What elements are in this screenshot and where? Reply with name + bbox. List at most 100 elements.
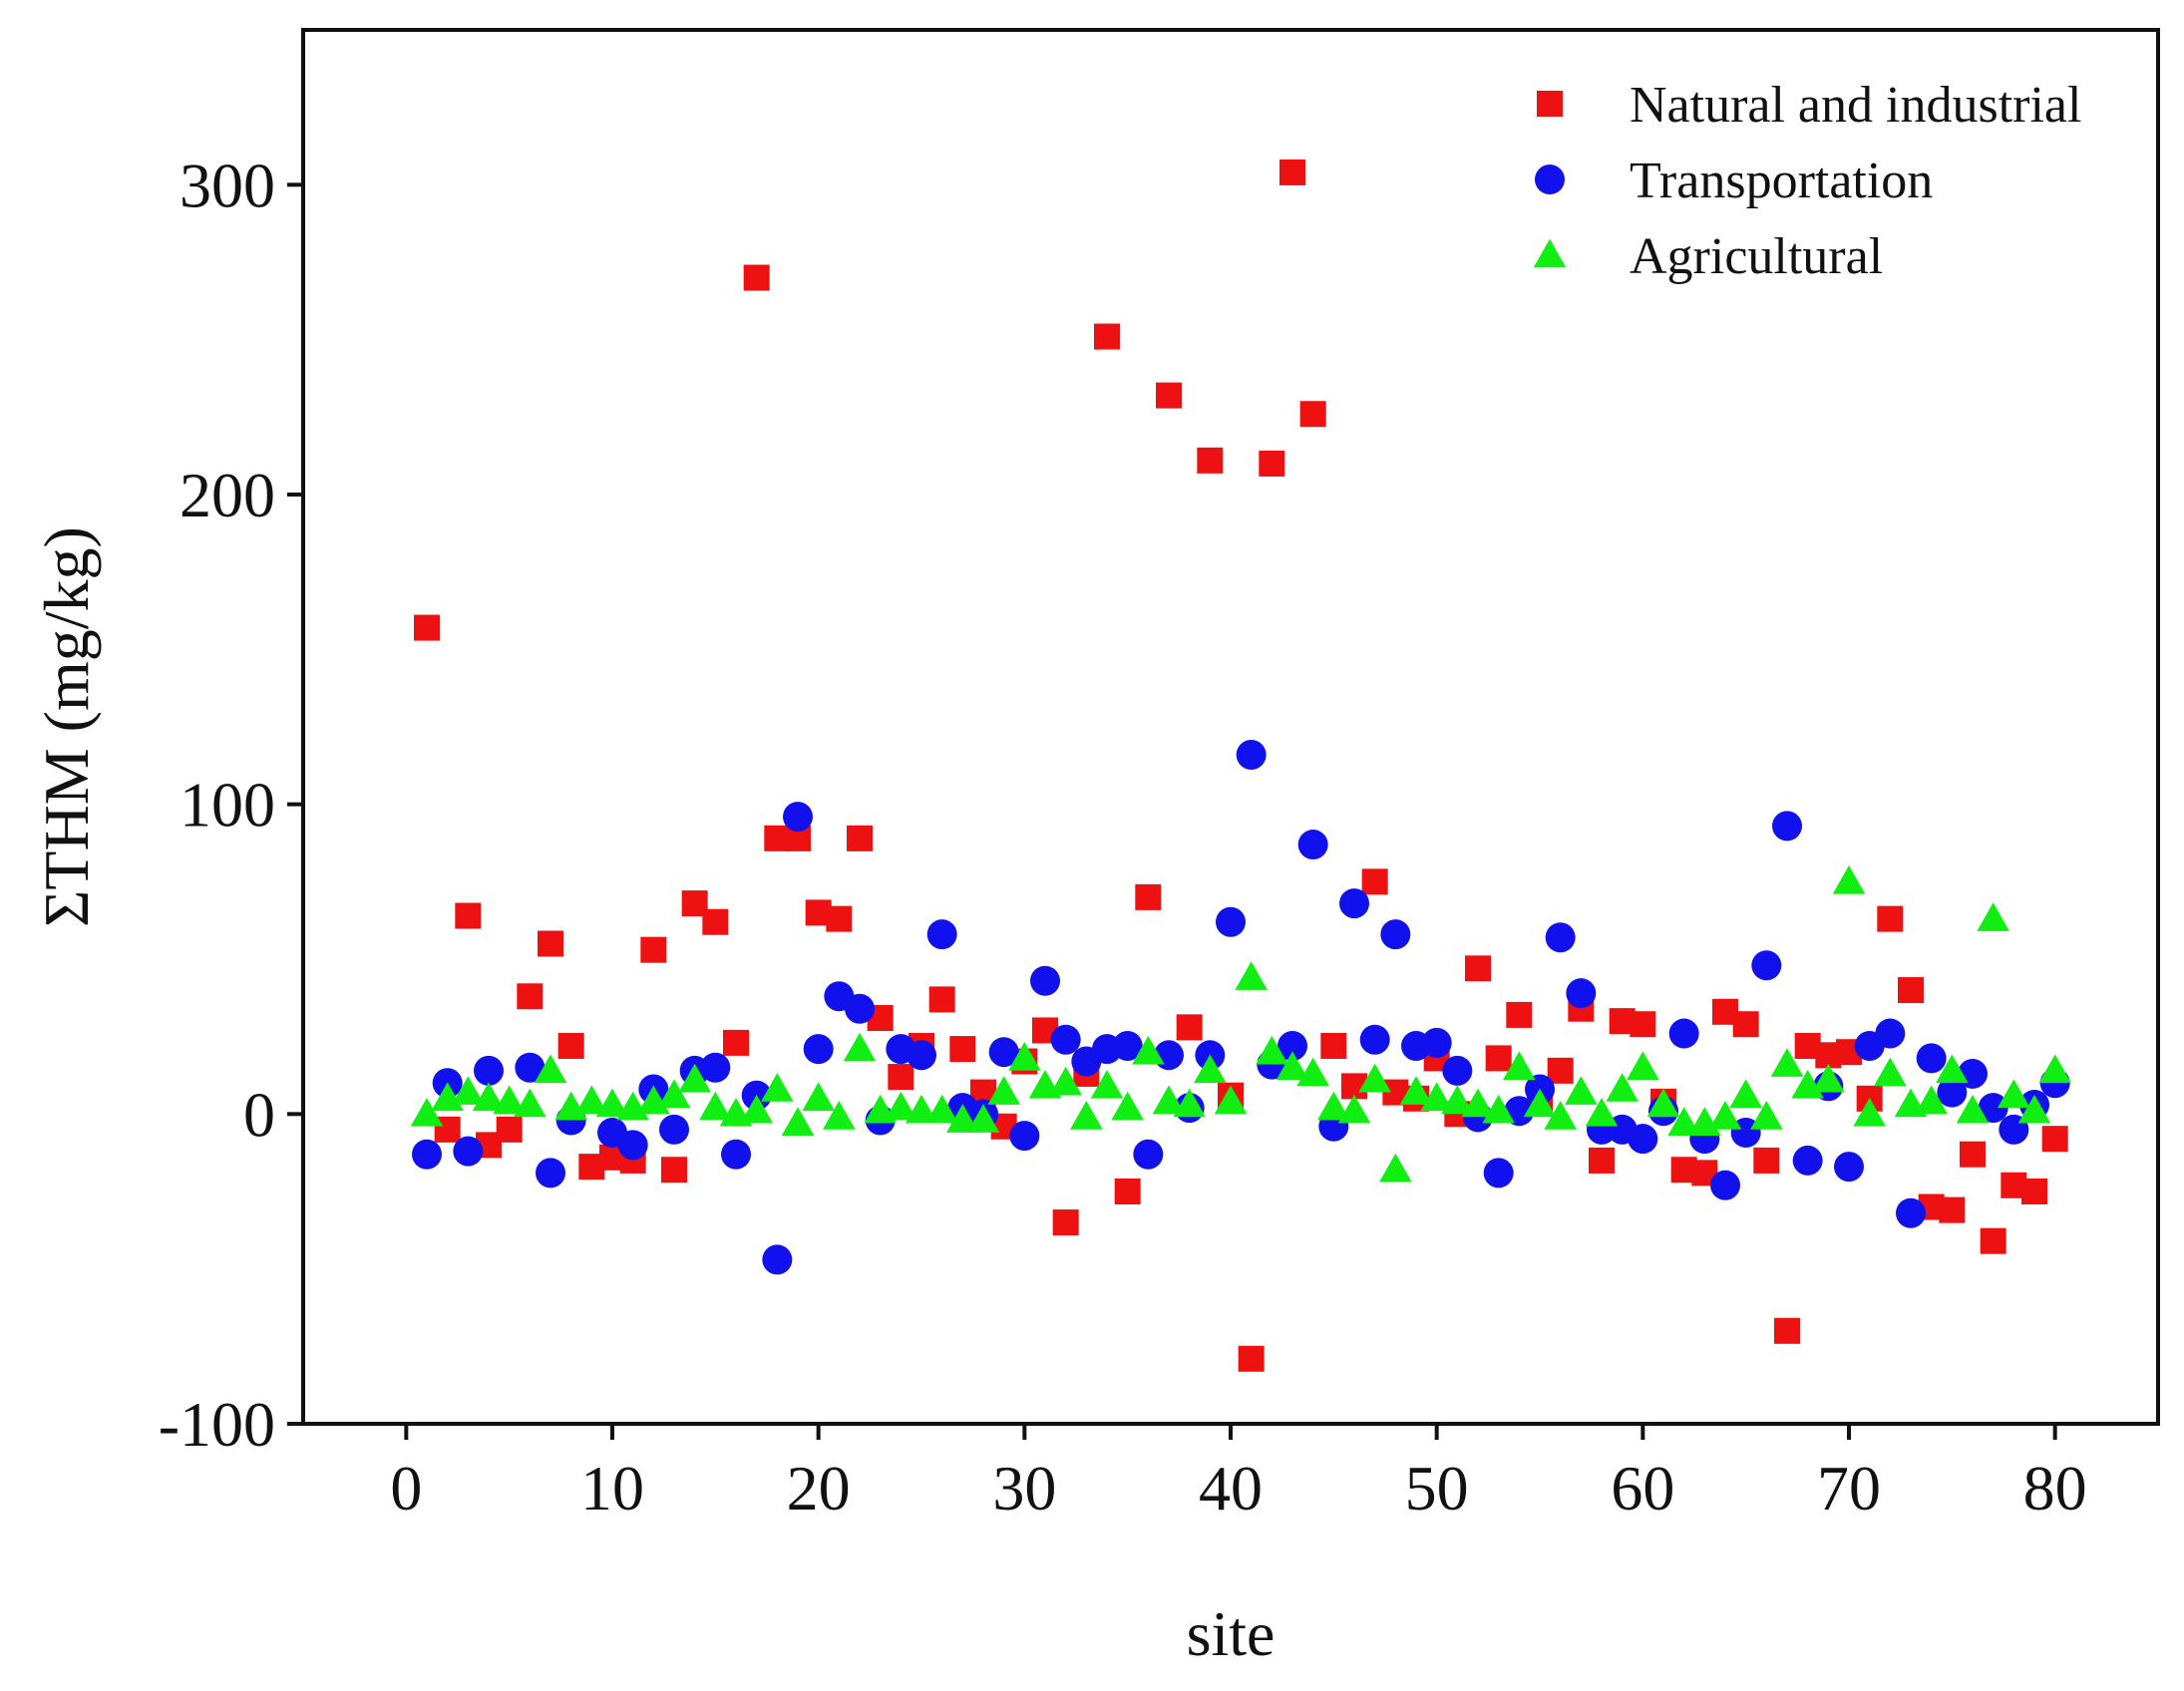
data-point-circle (1297, 830, 1328, 860)
data-point-square (1114, 1179, 1141, 1204)
data-point-square (414, 614, 440, 641)
data-point-triangle (1090, 1069, 1124, 1099)
data-point-circle (1050, 1024, 1081, 1055)
series-3 (410, 864, 2071, 1183)
x-tick-label: 30 (992, 1453, 1056, 1523)
data-point-circle (453, 1136, 484, 1167)
data-point-triangle (1503, 1051, 1536, 1081)
data-point-triangle (699, 1091, 732, 1121)
data-point-triangle (781, 1107, 815, 1136)
data-points (410, 159, 2071, 1372)
data-point-circle (659, 1114, 689, 1145)
y-tick-label: 100 (180, 770, 275, 841)
data-point-square (847, 825, 873, 851)
data-point-triangle (1544, 1101, 1577, 1130)
data-point-square (538, 930, 563, 957)
data-point-square (1753, 1147, 1780, 1174)
x-tick-label: 80 (2023, 1453, 2087, 1523)
data-point-triangle (1070, 1101, 1103, 1130)
data-point-circle (1710, 1170, 1740, 1200)
data-point-triangle (1770, 1048, 1804, 1077)
x-tick-label: 70 (1817, 1453, 1881, 1523)
data-point-triangle (1296, 1057, 1329, 1087)
x-tick-label: 50 (1405, 1453, 1469, 1523)
data-point-triangle (823, 1101, 856, 1130)
data-point-triangle (1275, 1051, 1309, 1081)
x-tick-label: 0 (390, 1453, 422, 1523)
data-point-circle (721, 1139, 751, 1170)
data-point-circle (1133, 1139, 1164, 1170)
data-point-square (1320, 1032, 1347, 1059)
data-point-triangle (885, 1091, 917, 1121)
data-point-triangle (493, 1085, 526, 1115)
data-point-square (743, 264, 770, 291)
data-point-triangle (657, 1079, 691, 1108)
data-point-square (640, 936, 667, 963)
data-point-triangle (1729, 1079, 1762, 1108)
data-point-circle (1359, 1024, 1390, 1055)
data-point-triangle (905, 1094, 938, 1124)
data-point-circle (1483, 1158, 1514, 1188)
y-axis-title: ΣTHM (mg/kg) (31, 526, 102, 927)
data-point-triangle (925, 1094, 958, 1124)
data-point-triangle (802, 1082, 835, 1112)
data-point-triangle (1998, 1079, 2030, 1108)
data-point-square (723, 1029, 749, 1056)
x-tick-label: 20 (787, 1453, 851, 1523)
data-point-square (1939, 1196, 1966, 1223)
data-point-square (1176, 1014, 1203, 1041)
data-point-square (1732, 1011, 1759, 1038)
data-point-triangle (1812, 1063, 1845, 1093)
data-point-circle (1216, 906, 1246, 937)
data-point-square (1506, 1001, 1533, 1028)
data-point-square (2041, 1126, 2068, 1153)
data-point-triangle (575, 1085, 608, 1115)
data-point-triangle (1049, 1066, 1082, 1096)
data-point-triangle (1214, 1085, 1248, 1115)
data-point-circle (1030, 965, 1060, 996)
data-point-circle (1628, 1124, 1658, 1155)
data-point-circle (1566, 978, 1597, 1009)
data-point-circle (845, 993, 875, 1024)
data-point-triangle (1235, 961, 1268, 990)
data-point-circle (803, 1034, 834, 1065)
data-point-triangle (1194, 1054, 1227, 1084)
data-point-square (1238, 1345, 1265, 1372)
data-point-triangle (761, 1073, 794, 1102)
data-point-triangle (1585, 1097, 1619, 1127)
data-point-square (661, 1157, 687, 1184)
data-point-triangle (1111, 1091, 1144, 1121)
data-point-triangle (1936, 1054, 1969, 1084)
data-point-triangle (1337, 1094, 1371, 1124)
data-point-triangle (514, 1088, 546, 1118)
data-point-triangle (2038, 1054, 2071, 1084)
data-point-square (826, 905, 853, 932)
data-point-circle (988, 1037, 1019, 1068)
data-point-circle (762, 1244, 793, 1275)
data-point-square (1259, 450, 1285, 477)
x-tick-label: 60 (1611, 1453, 1674, 1523)
data-point-triangle (595, 1088, 629, 1118)
data-point-circle (1421, 1027, 1452, 1058)
y-tick-label: 200 (180, 460, 275, 530)
data-point-circle (536, 1158, 565, 1188)
data-point-circle (783, 802, 813, 833)
legend-marker-square (1537, 91, 1563, 117)
data-point-circle (1978, 1093, 2008, 1124)
data-point-triangle (987, 1076, 1020, 1105)
data-point-square (1299, 401, 1326, 428)
data-point-triangle (1874, 1057, 1907, 1087)
data-point-square (2021, 1179, 2047, 1204)
series-2 (412, 739, 2070, 1275)
x-axis-title: site (1187, 1598, 1275, 1669)
data-point-triangle (1956, 1094, 1990, 1124)
data-point-square (1589, 1147, 1615, 1174)
data-point-triangle (1132, 1035, 1165, 1065)
data-point-circle (515, 1052, 546, 1083)
y-tick-label: 300 (180, 150, 275, 220)
data-point-square (1980, 1227, 2006, 1254)
data-point-triangle (1750, 1101, 1783, 1130)
data-point-triangle (1667, 1107, 1700, 1136)
data-point-circle (700, 1052, 731, 1083)
